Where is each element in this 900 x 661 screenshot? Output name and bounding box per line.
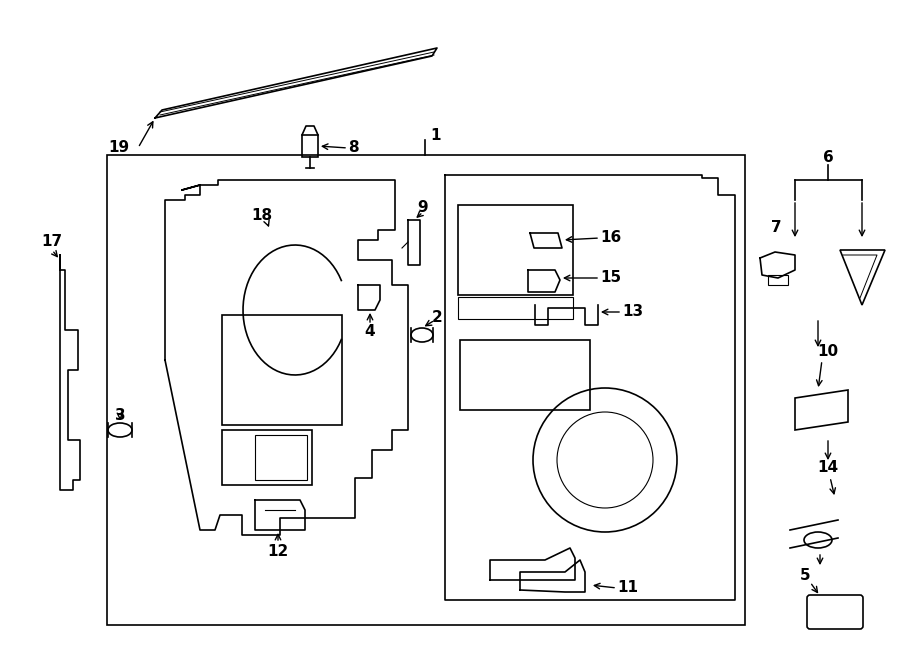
Text: 16: 16 bbox=[600, 231, 621, 245]
Text: 1: 1 bbox=[430, 128, 440, 143]
Bar bbox=[302, 135, 318, 157]
Bar bbox=[458, 205, 573, 295]
Text: 14: 14 bbox=[817, 461, 839, 475]
Bar bbox=[222, 430, 312, 485]
Text: 12: 12 bbox=[267, 545, 289, 559]
Bar bbox=[768, 275, 788, 285]
Text: 7: 7 bbox=[770, 221, 781, 235]
Bar bbox=[107, 155, 745, 625]
Text: 4: 4 bbox=[364, 325, 375, 340]
Bar bbox=[222, 315, 342, 425]
Text: 5: 5 bbox=[800, 568, 810, 582]
Text: 6: 6 bbox=[823, 149, 833, 165]
Text: 15: 15 bbox=[600, 270, 621, 286]
Text: 3: 3 bbox=[114, 407, 125, 422]
Text: 17: 17 bbox=[41, 235, 63, 249]
Text: 19: 19 bbox=[108, 141, 129, 155]
Text: 10: 10 bbox=[817, 344, 839, 360]
Text: 13: 13 bbox=[622, 305, 644, 319]
Bar bbox=[460, 340, 590, 410]
Text: 11: 11 bbox=[617, 580, 638, 596]
Text: 8: 8 bbox=[348, 141, 358, 155]
Text: 18: 18 bbox=[251, 208, 273, 223]
Text: 9: 9 bbox=[418, 200, 428, 215]
Bar bbox=[255, 435, 307, 480]
Bar bbox=[458, 297, 573, 319]
Text: 2: 2 bbox=[432, 311, 443, 325]
